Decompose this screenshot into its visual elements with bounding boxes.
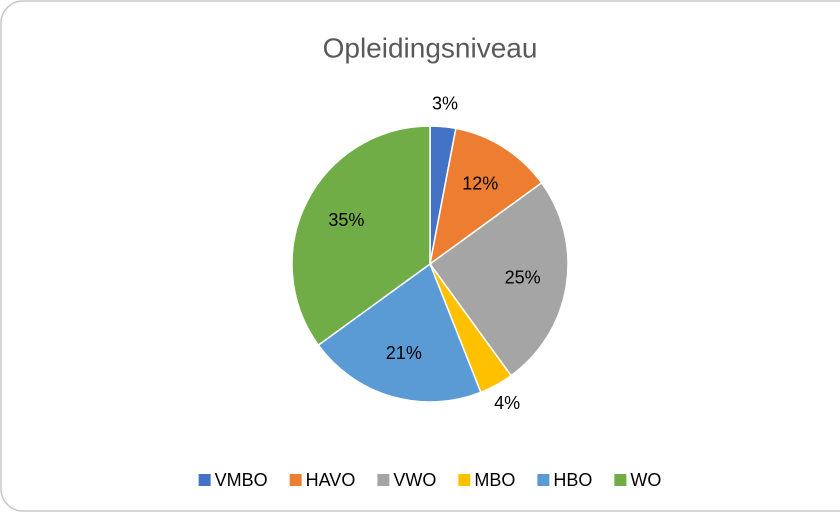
legend-label: VMBO <box>215 470 268 490</box>
legend-label: MBO <box>474 470 515 490</box>
legend-swatch <box>377 474 390 486</box>
chart-title: Opleidingsniveau <box>323 32 538 63</box>
data-label: 12% <box>462 174 498 194</box>
legend-label: WO <box>630 470 661 490</box>
legend-swatch <box>537 474 550 486</box>
legend-swatch <box>458 474 471 486</box>
pie-slice <box>428 181 569 377</box>
legend-label: HAVO <box>306 470 356 490</box>
data-label: 25% <box>505 267 541 287</box>
legend-swatch <box>198 474 211 486</box>
data-label: 3% <box>432 93 458 113</box>
pie-slice <box>428 127 543 266</box>
data-label: 35% <box>328 210 364 230</box>
legend-swatch <box>289 474 302 486</box>
data-label: 21% <box>386 343 422 363</box>
legend-label: HBO <box>553 470 592 490</box>
legend-swatch <box>614 474 627 486</box>
pie-slice <box>291 125 431 347</box>
legend-label: VWO <box>393 470 436 490</box>
data-label: 4% <box>494 393 520 413</box>
pie-slice <box>317 262 482 403</box>
